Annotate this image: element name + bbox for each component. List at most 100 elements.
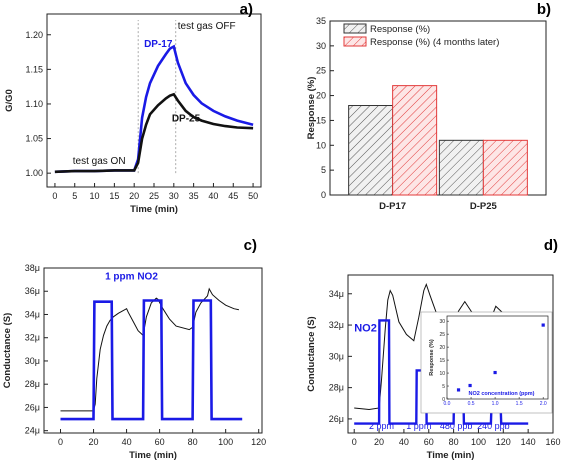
inset-y-axis-label: Response (%) [429, 339, 435, 376]
x-tick-label: 10 [90, 191, 100, 201]
x-tick-label: 50 [248, 191, 258, 201]
series-line [60, 299, 243, 421]
inset-y-tick-label: 10 [439, 371, 445, 377]
y-tick-label: 28μ [329, 383, 344, 393]
inset-y-tick-label: 25 [439, 332, 445, 338]
panel-label: c) [244, 237, 257, 254]
y-tick-label: 24μ [25, 426, 40, 436]
y-tick-label: 15 [316, 115, 326, 125]
y-tick-label: 1.20 [25, 30, 43, 40]
x-tick-label: 40 [399, 437, 409, 447]
chart-a: 0 5 10 15 20 25 30 35 40 45 50 1.00 1.05 1.10 1.15 1.20… [4, 1, 262, 215]
inset-data-point [456, 388, 461, 392]
bar [392, 85, 438, 196]
series-line [60, 287, 240, 412]
legend-swatch [343, 23, 367, 34]
x-tick-label: 0 [52, 191, 57, 201]
concentration-label: 240 ppb [477, 421, 510, 431]
x-tick-label: 45 [228, 191, 238, 201]
inset-x-tick-label: 1.5 [516, 401, 523, 407]
y-tick-label: 34μ [25, 309, 40, 319]
x-tick-label: 20 [374, 437, 384, 447]
panel-label: a) [240, 1, 253, 18]
chart-c: 0 20 40 60 80 100 120 24μ 26μ 28μ 30μ 32μ 34μ 36μ 38μ 1… [2, 237, 266, 461]
x-axis-label: Time (min) [427, 450, 475, 461]
x-tick-label: 25 [149, 191, 159, 201]
inset-y-tick-label: 0 [442, 397, 445, 403]
inset-data-point [541, 323, 545, 327]
x-tick-label: 30 [169, 191, 179, 201]
y-tick-label: 20 [316, 91, 326, 101]
inset-frame [446, 315, 549, 400]
y-tick-label: 28μ [25, 379, 40, 389]
x-tick-label: 5 [72, 191, 77, 201]
x-tick-label: 0 [58, 437, 63, 447]
x-tick-label: 80 [188, 437, 198, 447]
inset-x-tick-label: 2.0 [540, 401, 547, 407]
inset-x-axis-label: NO2 concentration (ppm) [468, 391, 534, 397]
y-tick-label: 5 [321, 165, 326, 175]
chart-b: 0 5 10 15 20 25 30 35 D-P17 D-P25 Response (%) Resp… [306, 1, 551, 212]
x-tick-label: 35 [189, 191, 199, 201]
y-tick-label: 25 [316, 66, 326, 76]
series-label: DP-25 [172, 113, 201, 124]
x-tick-label: 60 [424, 437, 434, 447]
y-tick-label: 35 [316, 16, 326, 26]
plot-frame [43, 267, 263, 434]
inset-data-point [493, 370, 497, 375]
concentration-label: 480 ppb [440, 421, 473, 431]
x-tick-label: 40 [208, 191, 218, 201]
chart-d: 0 20 40 60 80 100 120 140 16026μ28μ30μ32μ34μNO22… [306, 237, 561, 461]
plot-frame [347, 274, 554, 434]
inset-y-tick-label: 20 [439, 345, 445, 351]
inset-x-tick-label: 0.5 [468, 401, 475, 407]
x-tick-label: 160 [545, 437, 560, 447]
y-tick-label: 34μ [329, 289, 344, 299]
series-label: DP-17 [144, 39, 173, 50]
y-axis-label: Conductance (S) [306, 316, 317, 391]
y-axis-label: Conductance (S) [2, 313, 13, 388]
x-tick-label: 120 [251, 437, 266, 447]
panel-label: b) [537, 1, 551, 18]
x-tick-label: 100 [471, 437, 486, 447]
legend-entry: Response (%) (4 months later) [370, 37, 499, 48]
concentration-label: 2 ppm [369, 421, 394, 431]
x-tick-label: 100 [218, 437, 233, 447]
y-tick-label: 38μ [25, 263, 40, 273]
inset-x-tick-label: 0.0 [444, 401, 451, 407]
bar [348, 105, 394, 196]
x-tick-label: 120 [496, 437, 511, 447]
x-tick-label: 0 [352, 437, 357, 447]
y-tick-label: 1.10 [25, 99, 43, 109]
y-tick-label: 1.00 [25, 168, 43, 178]
legend-entry: Response (%) [370, 24, 430, 35]
x-tick-label: 60 [155, 437, 165, 447]
concentration-label: 1 ppm [406, 421, 431, 431]
inset-y-tick-label: 15 [439, 358, 445, 364]
x-tick-label: 140 [521, 437, 536, 447]
x-tick-label: 80 [449, 437, 459, 447]
panel-label: d) [544, 237, 558, 254]
annotation-gas: 1 ppm NO2 [105, 272, 158, 283]
bar [482, 139, 528, 196]
plot-frame [329, 20, 547, 196]
y-tick-label: 1.05 [25, 134, 43, 144]
y-tick-label: 26μ [329, 414, 344, 424]
y-axis-label: G/G0 [4, 89, 15, 112]
y-tick-label: 32μ [329, 320, 344, 330]
series-line [54, 92, 254, 174]
x-tick-label: 20 [89, 437, 99, 447]
y-tick-label: 32μ [25, 333, 40, 343]
y-tick-label: 10 [316, 140, 326, 150]
x-tick-label: 20 [129, 191, 139, 201]
y-tick-label: 1.15 [25, 64, 43, 74]
x-axis-label: Time (min) [129, 450, 177, 461]
y-tick-label: 30 [316, 41, 326, 51]
inset-y-tick-label: 5 [442, 384, 445, 390]
bar [438, 139, 484, 196]
y-tick-label: 0 [321, 190, 326, 200]
annotation-gas-off: test gas OFF [178, 21, 236, 32]
inset-data-point [468, 383, 472, 388]
x-tick-label: 40 [122, 437, 132, 447]
